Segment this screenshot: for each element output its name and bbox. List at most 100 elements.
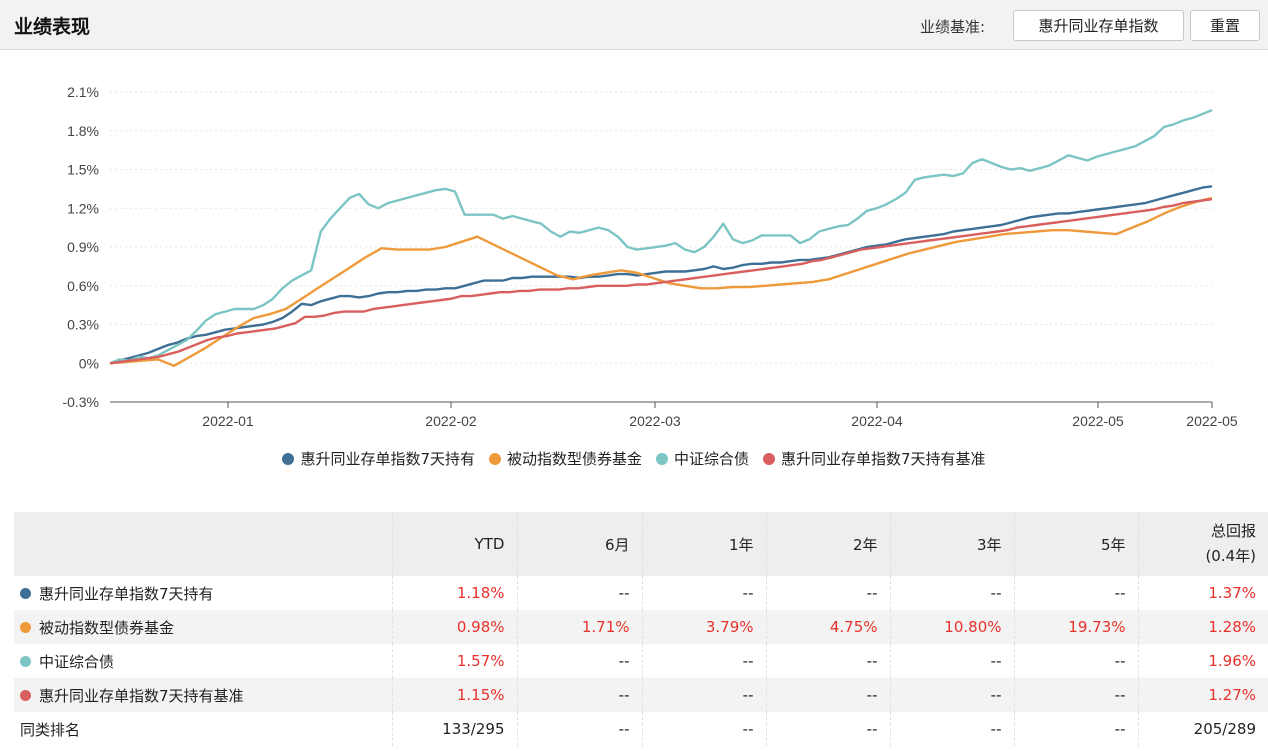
cell-total: 1.27% [1137, 678, 1268, 712]
performance-chart: 2.1% 1.8% 1.5% 1.2% 0.9% 0.6% 0.3% 0% -0.3% 2022… [0, 52, 1268, 492]
series-line-3 [109, 108, 1213, 365]
header-total-label: 总回报 [1210, 521, 1256, 540]
cell-2y: 4.75% [765, 610, 890, 644]
y-tick-label: 2.1% [67, 84, 99, 100]
cell-1y: -- [641, 678, 766, 712]
x-tick-label: 2022-01 [202, 413, 254, 429]
header-bar: 业绩表现 业绩基准: 惠升同业存单指数 重置 [0, 0, 1268, 50]
y-tick-label: 1.2% [67, 200, 99, 216]
legend-item-series-1[interactable]: 惠升同业存单指数7天持有 [282, 448, 475, 469]
table-row: 惠升同业存单指数7天持有基准 1.15% -- -- -- -- -- 1.27… [14, 678, 1268, 712]
cell-1y: -- [641, 576, 766, 610]
cell-total: 1.28% [1137, 610, 1268, 644]
line-chart-svg: 2.1% 1.8% 1.5% 1.2% 0.9% 0.6% 0.3% 0% -0.3% 2022… [62, 84, 1238, 429]
cell-ytd: 1.15% [391, 678, 517, 712]
row-name: 被动指数型债券基金 [20, 617, 380, 638]
legend-dot-icon [656, 452, 668, 465]
legend-label: 中证综合债 [674, 450, 750, 468]
benchmark-label: 业绩基准: [920, 18, 986, 36]
legend-label: 被动指数型债券基金 [506, 450, 642, 468]
cell-1y: -- [641, 712, 766, 746]
legend-item-series-3[interactable]: 中证综合债 [656, 448, 749, 469]
series-dot-icon [20, 621, 31, 633]
cell-ytd: 0.98% [391, 610, 517, 644]
cell-5y: 19.73% [1013, 610, 1138, 644]
series-line-1 [109, 185, 1213, 365]
rank-label: 同类排名 [20, 720, 81, 739]
reset-button[interactable]: 重置 [1190, 10, 1260, 41]
header-total: 总回报 (0.4年) [1137, 512, 1268, 576]
header-5y: 5年 [1013, 512, 1138, 576]
header-ytd: YTD [391, 512, 517, 576]
cell-2y: -- [765, 576, 890, 610]
row-name: 惠升同业存单指数7天持有基准 [20, 685, 380, 706]
x-tick-label: 2022-04 [851, 413, 903, 429]
legend-item-series-4[interactable]: 惠升同业存单指数7天持有基准 [763, 448, 986, 469]
series-dot-icon [20, 587, 31, 599]
cell-1y: 3.79% [641, 610, 766, 644]
x-tick-label: 2022-05 [1186, 413, 1238, 429]
row-label: 惠升同业存单指数7天持有 [39, 584, 214, 603]
cell-3y: 10.80% [889, 610, 1014, 644]
cell-5y: -- [1013, 712, 1138, 746]
series-dot-icon [20, 655, 31, 667]
cell-3y: -- [889, 678, 1014, 712]
y-tick-label: -0.3% [62, 394, 99, 410]
series-dot-icon [20, 689, 31, 701]
returns-table: YTD 6月 1年 2年 3年 5年 总回报 (0.4年) 惠升同业存单指数7天… [14, 512, 1268, 746]
legend-label: 惠升同业存单指数7天持有基准 [781, 450, 986, 468]
row-label: 惠升同业存单指数7天持有基准 [39, 686, 244, 705]
cell-3y: -- [889, 644, 1014, 678]
x-tick-label: 2022-02 [425, 413, 477, 429]
chart-legend: 惠升同业存单指数7天持有 被动指数型债券基金 中证综合债 惠升同业存单指数7天持… [0, 448, 1268, 469]
y-tick-label: 0.3% [67, 317, 99, 333]
header-2y: 2年 [765, 512, 890, 576]
series-line-4 [109, 198, 1213, 365]
y-tick-label: 0.9% [67, 239, 99, 255]
cell-3y: -- [889, 712, 1014, 746]
y-tick-label: 1.5% [67, 162, 99, 178]
header-name [14, 512, 392, 576]
table-header-row: YTD 6月 1年 2年 3年 5年 总回报 (0.4年) [14, 512, 1268, 576]
cell-2y: -- [765, 712, 890, 746]
cell-6m: -- [516, 644, 642, 678]
y-tick-label: 0.6% [67, 278, 99, 294]
cell-ytd: 1.57% [391, 644, 517, 678]
cell-2y: -- [765, 678, 890, 712]
cell-2y: -- [765, 644, 890, 678]
y-tick-label: 1.8% [67, 123, 99, 139]
header-3y: 3年 [889, 512, 1014, 576]
cell-ytd: 133/295 [391, 712, 517, 746]
row-label: 被动指数型债券基金 [39, 618, 175, 637]
header-total-period: (0.4年) [1205, 547, 1256, 565]
legend-item-series-2[interactable]: 被动指数型债券基金 [488, 448, 642, 469]
row-name: 惠升同业存单指数7天持有 [20, 583, 380, 604]
cell-6m: -- [516, 712, 642, 746]
page-title: 业绩表现 [14, 16, 91, 38]
legend-label: 惠升同业存单指数7天持有 [300, 450, 475, 468]
legend-dot-icon [282, 452, 295, 465]
cell-6m: -- [516, 678, 642, 712]
cell-5y: -- [1013, 576, 1138, 610]
y-tick-label: 0% [79, 355, 99, 371]
row-label: 中证综合债 [39, 652, 115, 671]
series-line-2 [109, 196, 1213, 367]
cell-5y: -- [1013, 678, 1138, 712]
cell-total: 1.37% [1137, 576, 1268, 610]
x-tick-label: 2022-05 [1072, 413, 1124, 429]
cell-6m: 1.71% [516, 610, 642, 644]
cell-3y: -- [889, 576, 1014, 610]
table-row: 惠升同业存单指数7天持有 1.18% -- -- -- -- -- 1.37% [14, 576, 1268, 610]
header-6m: 6月 [516, 512, 642, 576]
x-tick-label: 2022-03 [629, 413, 681, 429]
table-row-rank: 同类排名 133/295 -- -- -- -- -- 205/289 [14, 712, 1268, 746]
cell-1y: -- [641, 644, 766, 678]
cell-total: 1.96% [1137, 644, 1268, 678]
cell-ytd: 1.18% [391, 576, 517, 610]
cell-6m: -- [516, 576, 642, 610]
header-1y: 1年 [641, 512, 766, 576]
cell-5y: -- [1013, 644, 1138, 678]
cell-total: 205/289 [1137, 712, 1268, 746]
benchmark-select-button[interactable]: 惠升同业存单指数 [1013, 10, 1184, 41]
table-row: 被动指数型债券基金 0.98% 1.71% 3.79% 4.75% 10.80%… [14, 610, 1268, 644]
